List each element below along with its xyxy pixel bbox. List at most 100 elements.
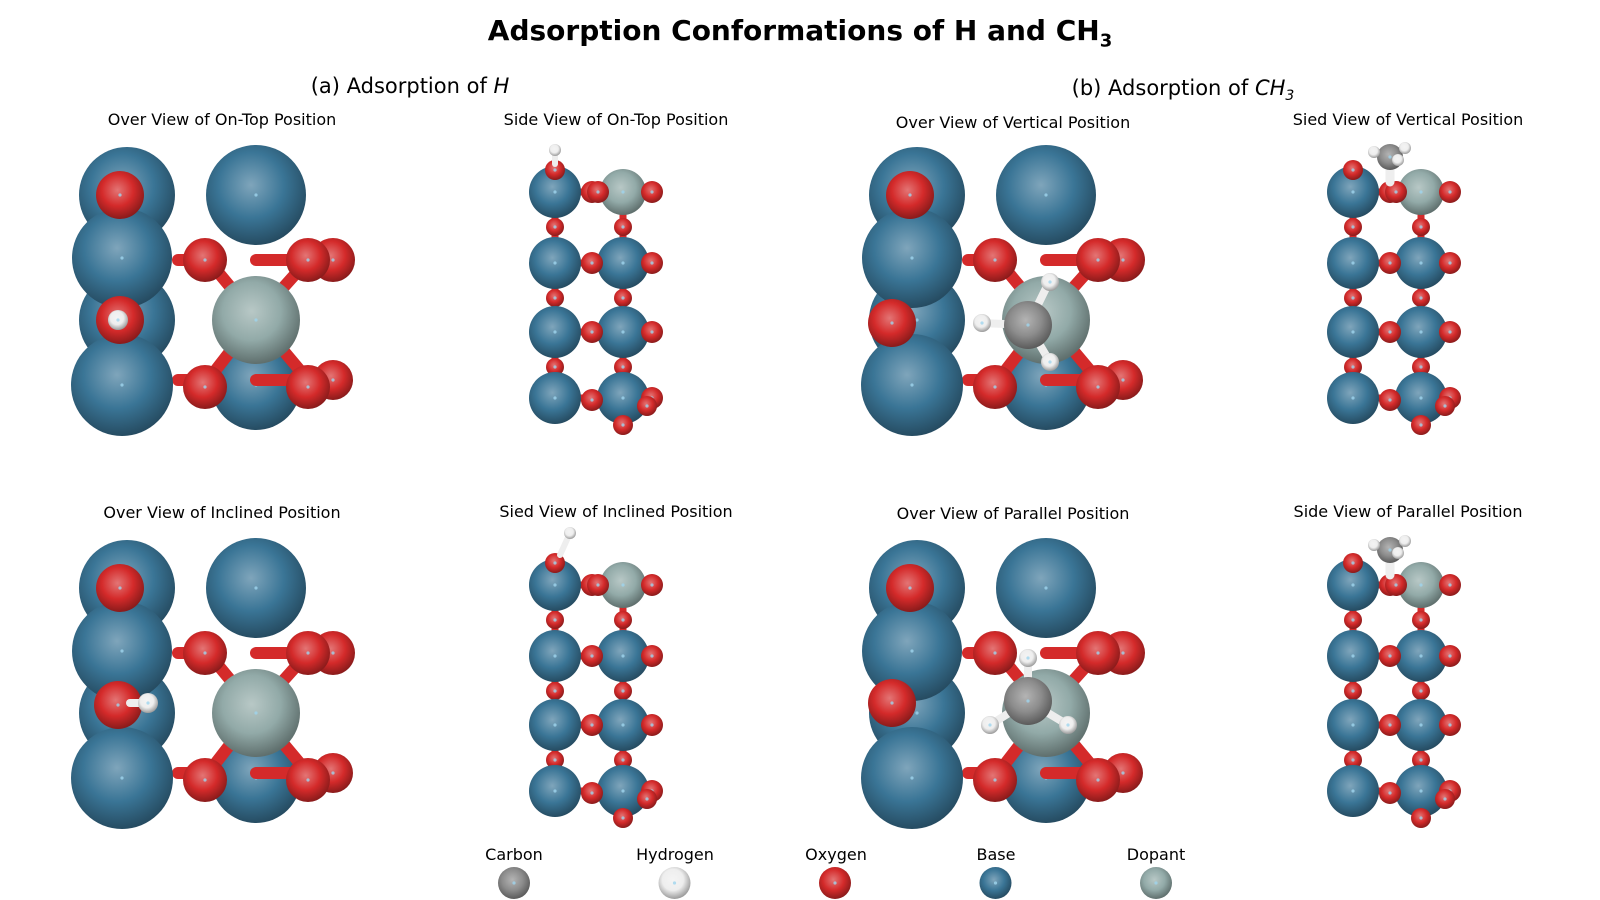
atom-center-highlight	[203, 778, 207, 782]
over-view-parallel-image	[861, 538, 1145, 829]
hydrogen-atom	[1368, 146, 1380, 158]
atom-center-highlight	[553, 296, 557, 300]
atom-center-highlight	[1388, 330, 1392, 334]
figure-title-text: Adsorption Conformations of H and CH	[487, 14, 1100, 47]
atom-center-highlight	[1419, 758, 1423, 762]
atom-center-highlight	[1448, 583, 1452, 587]
atom-center-highlight	[254, 586, 258, 590]
atom-center-highlight	[331, 771, 335, 775]
atom-center-highlight	[650, 723, 654, 727]
atom-center-highlight	[1419, 190, 1423, 194]
atom-center-highlight	[553, 789, 557, 793]
atom-center-highlight	[306, 258, 310, 262]
atom-center-highlight	[553, 618, 557, 622]
section-a-prefix: (a) Adsorption of	[310, 74, 494, 98]
atom-center-highlight	[596, 190, 600, 194]
atom-center-highlight	[621, 618, 625, 622]
atom-center-highlight	[1388, 155, 1392, 159]
side-view-ontop-image	[529, 144, 663, 435]
atom-center-highlight	[1096, 778, 1100, 782]
over-view-vertical-image	[861, 145, 1145, 436]
atom-center-highlight	[672, 881, 677, 885]
section-b-species-text: CH	[1254, 76, 1286, 100]
atom-center-highlight	[116, 318, 120, 322]
atom-center-highlight	[1026, 699, 1030, 703]
atom-center-highlight	[1419, 789, 1423, 793]
atom-center-highlight	[621, 296, 625, 300]
atom-center-highlight	[1388, 261, 1392, 265]
atom-center-highlight	[1096, 258, 1100, 262]
atom-center-highlight	[118, 193, 122, 197]
atom-center-highlight	[1388, 548, 1392, 552]
atom-center-highlight	[1066, 723, 1070, 727]
atom-center-highlight	[553, 758, 557, 762]
atom-center-highlight	[621, 758, 625, 762]
hydrogen-atom	[549, 144, 561, 156]
figure-title: Adsorption Conformations of H and CH3	[0, 14, 1600, 52]
atom-center-highlight	[1121, 378, 1125, 382]
hydrogen-atom	[1392, 154, 1404, 166]
atom-center-highlight	[553, 723, 557, 727]
side-view-vertical-image	[1327, 142, 1461, 435]
legend-label-dopant: Dopant	[1126, 845, 1186, 864]
atom-center-highlight	[203, 651, 207, 655]
atom-center-highlight	[203, 385, 207, 389]
atom-center-highlight	[331, 378, 335, 382]
atom-center-highlight	[993, 881, 998, 885]
atom-center-highlight	[120, 649, 124, 653]
atom-center-highlight	[1419, 689, 1423, 693]
atom-center-highlight	[1351, 583, 1355, 587]
atom-center-highlight	[1448, 330, 1452, 334]
atom-center-highlight	[553, 689, 557, 693]
figure-title-subscript: 3	[1099, 30, 1113, 52]
panel-title-side-inclined: Sied View of Inclined Position	[499, 502, 733, 521]
atom-center-highlight	[1121, 771, 1125, 775]
panel-title-over-ontop: Over View of On-Top Position	[107, 110, 337, 129]
atom-center-highlight	[650, 654, 654, 658]
panel-title-over-vertical: Over View of Vertical Position	[895, 113, 1131, 132]
atom-center-highlight	[980, 321, 984, 325]
atom-center-highlight	[120, 776, 124, 780]
hydrogen-atom	[564, 527, 576, 539]
atom-center-highlight	[993, 385, 997, 389]
atom-center-highlight	[553, 190, 557, 194]
atom-center-highlight	[254, 318, 258, 322]
atom-center-highlight	[331, 258, 335, 262]
atom-center-highlight	[590, 398, 594, 402]
side-view-inclined-image	[529, 527, 663, 828]
panel-title-over-inclined: Over View of Inclined Position	[103, 503, 341, 522]
atom-center-highlight	[146, 701, 150, 705]
side-view-parallel-image	[1327, 535, 1461, 828]
section-a-species: H	[493, 74, 510, 98]
atom-center-highlight	[306, 385, 310, 389]
atom-center-highlight	[1351, 330, 1355, 334]
atom-center-highlight	[908, 193, 912, 197]
atom-center-highlight	[553, 583, 557, 587]
atom-center-highlight	[910, 776, 914, 780]
atom-center-highlight	[1448, 654, 1452, 658]
atom-center-highlight	[1419, 396, 1423, 400]
atom-center-highlight	[621, 396, 625, 400]
atom-center-highlight	[203, 258, 207, 262]
atom-center-highlight	[590, 723, 594, 727]
section-b-species: CH3	[1254, 76, 1294, 104]
atom-center-highlight	[645, 404, 649, 408]
panel-title-side-parallel: Side View of Parallel Position	[1293, 502, 1523, 521]
atom-center-highlight	[621, 190, 625, 194]
atom-center-highlight	[650, 583, 654, 587]
atom-center-highlight	[120, 256, 124, 260]
atom-center-highlight	[1121, 258, 1125, 262]
hydrogen-atom	[1399, 142, 1411, 154]
atom-center-highlight	[1443, 404, 1447, 408]
atom-center-highlight	[890, 701, 894, 705]
atom-center-highlight	[1351, 758, 1355, 762]
atom-center-highlight	[1044, 193, 1048, 197]
atom-center-highlight	[993, 258, 997, 262]
atom-center-highlight	[1419, 225, 1423, 229]
atom-center-highlight	[1096, 385, 1100, 389]
section-b-prefix: (b) Adsorption of	[1071, 76, 1255, 100]
legend-label-hydrogen: Hydrogen	[636, 845, 714, 864]
atom-center-highlight	[1351, 168, 1355, 172]
atom-center-highlight	[621, 423, 625, 427]
atom-center-highlight	[650, 190, 654, 194]
